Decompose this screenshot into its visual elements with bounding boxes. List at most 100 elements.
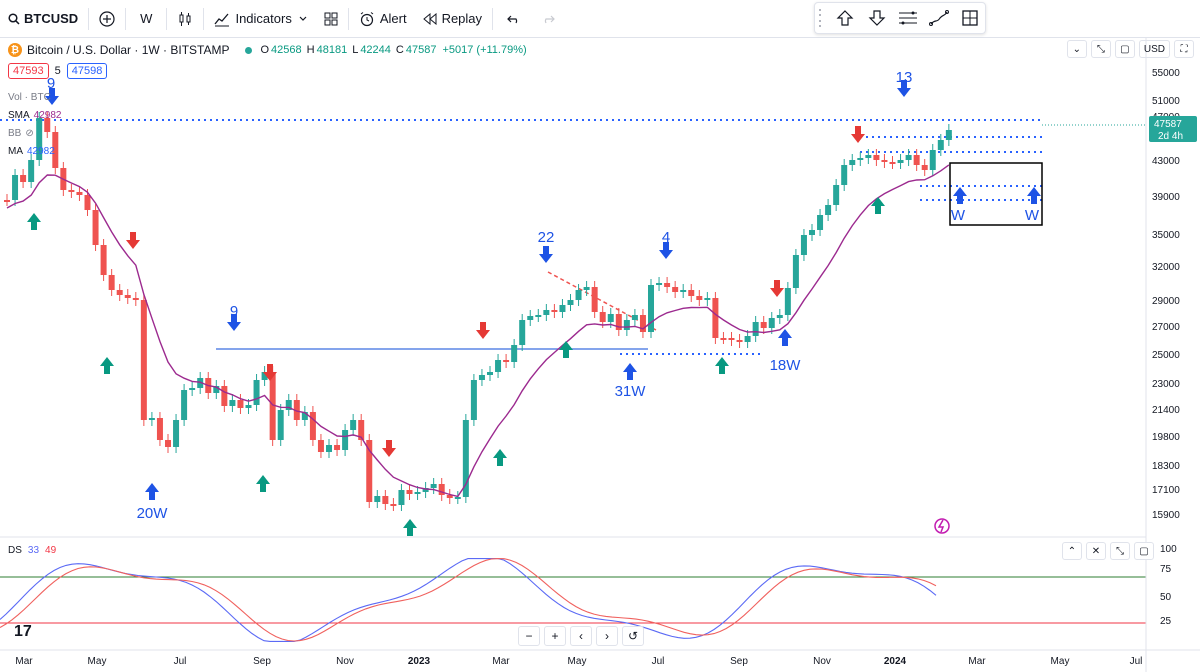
alert-button[interactable]: Alert: [351, 0, 415, 38]
zoom-in-button[interactable]: +: [544, 626, 566, 646]
replay-label: Replay: [441, 11, 483, 26]
arrow-down-red-icon-stem: [855, 126, 861, 134]
candle-body: [326, 445, 332, 452]
candle-body: [817, 215, 824, 230]
move-down-button[interactable]: ⌄: [1066, 40, 1087, 58]
annotation-label: 18W: [770, 357, 802, 374]
close-pane-button[interactable]: ✕: [1086, 542, 1106, 560]
sell-price-button[interactable]: 47593: [8, 63, 49, 79]
move-up-button[interactable]: ⌃: [1062, 542, 1082, 560]
arrow-down-red-icon: [476, 330, 490, 339]
minus-icon: −: [525, 629, 533, 643]
arrow-down-mark-button[interactable]: [862, 4, 891, 32]
arrow-up-green-icon: [871, 197, 885, 206]
price-chart[interactable]: 9 9 22 4 13 20W 31W 18W W W 100 75 50 25 55000 51000 4…: [0, 38, 1200, 672]
collapse-pane-button[interactable]: ⤡: [1090, 40, 1111, 58]
arrow-up-green-icon-stem: [497, 458, 503, 466]
arrow-down-blue-icon: [897, 88, 911, 97]
candle-body: [277, 410, 284, 440]
arrow-up-blue-icon: [623, 363, 637, 372]
reset-icon: ↺: [627, 629, 639, 643]
candle-body: [857, 158, 864, 160]
candle-body: [720, 338, 727, 340]
arrow-down-red-icon-stem: [267, 364, 273, 372]
maximize-button[interactable]: ⛶: [1174, 40, 1194, 58]
arrow-down-red-icon-stem: [774, 280, 780, 288]
indicator-sma[interactable]: SMA 42982: [8, 107, 61, 125]
candle-body: [422, 488, 429, 492]
oscillator-name[interactable]: DS: [8, 545, 22, 556]
candle-body: [374, 496, 381, 502]
currency-select[interactable]: USD: [1138, 40, 1170, 58]
interval-button[interactable]: W: [128, 0, 164, 38]
indicator-bb[interactable]: BB ⊘: [8, 125, 61, 143]
indicator-name: SMA: [8, 110, 30, 121]
candle-body: [672, 287, 679, 292]
symbol-search[interactable]: BTCUSD: [0, 0, 86, 38]
time-axis-label: Nov: [336, 656, 354, 667]
search-icon: [8, 12, 20, 25]
arrow-down-blue-icon-stem: [231, 314, 237, 322]
candle-body: [503, 360, 510, 362]
candle-body: [12, 175, 19, 200]
symbol-title[interactable]: Bitcoin / U.S. Dollar · 1W · BITSTAMP: [27, 43, 230, 57]
time-axis-label: Sep: [253, 656, 271, 667]
eye-hidden-icon[interactable]: ⊘: [25, 128, 34, 139]
candle-body: [648, 285, 654, 332]
arrow-up-green-icon: [256, 475, 270, 484]
collapse-pane-button[interactable]: ⤡: [1110, 542, 1130, 560]
indicator-volume[interactable]: Vol · BTC: [8, 89, 61, 107]
price-axis-label: 27000: [1152, 322, 1180, 333]
drag-handle-icon[interactable]: [819, 9, 825, 27]
candle-body: [390, 504, 397, 506]
layouts-button[interactable]: [316, 0, 346, 38]
reset-chart-button[interactable]: ↺: [622, 626, 644, 646]
restore-pane-button[interactable]: ▢: [1114, 40, 1135, 58]
time-axis-label: Mar: [492, 656, 510, 667]
candle-body: [487, 372, 493, 375]
candle-body: [921, 165, 928, 170]
undo-button[interactable]: [495, 0, 533, 38]
divider: [88, 7, 90, 30]
candle-body: [44, 118, 51, 132]
scroll-right-button[interactable]: ›: [596, 626, 618, 646]
chart-type-button[interactable]: [169, 0, 201, 38]
collapse-icon: ⤡: [1116, 545, 1124, 557]
indicator-ma[interactable]: MA 42982: [8, 143, 61, 161]
restore-pane-button[interactable]: ▢: [1134, 542, 1154, 560]
compare-button[interactable]: [91, 0, 123, 38]
annotation-label: 9: [230, 303, 238, 320]
arrow-up-mark-button[interactable]: [831, 4, 860, 32]
scroll-left-button[interactable]: ‹: [570, 626, 592, 646]
candle-body: [116, 290, 123, 295]
ohlc-high-value: 48181: [316, 44, 348, 56]
indicators-button[interactable]: Indicators: [206, 0, 315, 38]
brush-button[interactable]: [925, 4, 954, 32]
zoom-out-button[interactable]: −: [518, 626, 540, 646]
candle-body: [181, 390, 188, 420]
candle-body: [849, 160, 856, 165]
candle-body: [245, 405, 252, 408]
close-icon: ✕: [1091, 545, 1101, 557]
oscillator-param-1: 33: [27, 545, 40, 556]
price-axis-label: 25000: [1152, 350, 1180, 361]
alert-label: Alert: [379, 11, 407, 26]
candle-body: [358, 420, 365, 440]
candle-body: [317, 440, 324, 452]
ohlc-low-key: L: [352, 44, 359, 56]
candle-body: [438, 484, 445, 495]
rectangle-button[interactable]: [956, 4, 985, 32]
candle-body: [631, 315, 638, 320]
chart-navigation: − + ‹ › ↺: [518, 626, 644, 646]
buy-price-button[interactable]: 47598: [66, 63, 108, 79]
horizontal-lines-button[interactable]: [893, 4, 922, 32]
osc-slow-line: [0, 558, 937, 642]
candle-body: [591, 287, 598, 312]
annotation-label: 22: [538, 229, 555, 246]
arrow-down-red-icon: [126, 240, 140, 249]
undo-icon: [507, 15, 518, 23]
maximize-icon: ⛶: [1180, 43, 1188, 55]
redo-button[interactable]: [533, 0, 563, 38]
replay-button[interactable]: Replay: [415, 0, 490, 38]
chevron-right-icon: ›: [605, 629, 609, 643]
